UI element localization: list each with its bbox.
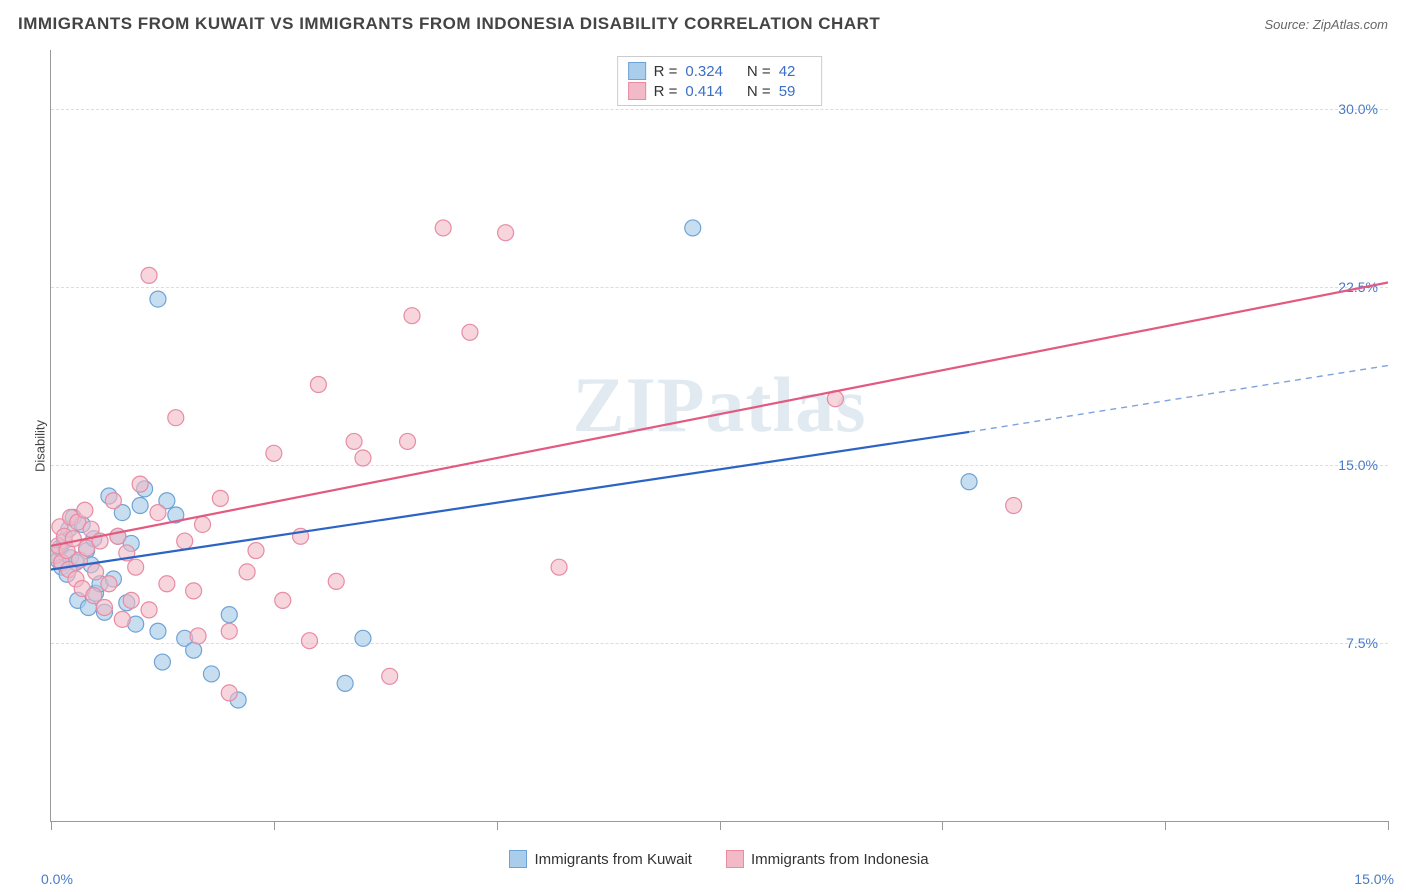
x-tick-label: 15.0% bbox=[1354, 871, 1394, 887]
data-point-indonesia bbox=[190, 628, 206, 644]
correlation-legend: R = 0.324 N = 42 R = 0.414 N = 59 bbox=[617, 56, 823, 106]
r-value-indonesia: 0.414 bbox=[685, 83, 723, 100]
data-point-kuwait bbox=[203, 666, 219, 682]
data-point-indonesia bbox=[186, 583, 202, 599]
data-point-indonesia bbox=[404, 308, 420, 324]
data-point-indonesia bbox=[212, 490, 228, 506]
chart-plot-area: ZIPatlas R = 0.324 N = 42 R = 0.414 N = … bbox=[50, 50, 1388, 822]
scatter-svg bbox=[51, 50, 1388, 821]
data-point-indonesia bbox=[301, 633, 317, 649]
data-point-indonesia bbox=[328, 573, 344, 589]
data-point-indonesia bbox=[221, 623, 237, 639]
data-point-indonesia bbox=[77, 502, 93, 518]
data-point-indonesia bbox=[195, 516, 211, 532]
n-value-indonesia: 59 bbox=[779, 83, 796, 100]
legend-item-indonesia: Immigrants from Indonesia bbox=[726, 850, 929, 868]
r-label: R = bbox=[654, 83, 678, 100]
legend-row-kuwait: R = 0.324 N = 42 bbox=[628, 61, 812, 81]
data-point-indonesia bbox=[65, 531, 81, 547]
chart-header: IMMIGRANTS FROM KUWAIT VS IMMIGRANTS FRO… bbox=[0, 0, 1406, 42]
series-legend: Immigrants from Kuwait Immigrants from I… bbox=[50, 850, 1388, 868]
x-tick-label: 0.0% bbox=[41, 871, 73, 887]
data-point-kuwait bbox=[685, 220, 701, 236]
source-attribution: Source: ZipAtlas.com bbox=[1264, 17, 1388, 32]
r-value-kuwait: 0.324 bbox=[685, 63, 723, 80]
x-tick bbox=[497, 821, 498, 830]
data-point-kuwait bbox=[154, 654, 170, 670]
data-point-kuwait bbox=[221, 607, 237, 623]
data-point-indonesia bbox=[150, 505, 166, 521]
x-tick bbox=[51, 821, 52, 830]
x-tick bbox=[942, 821, 943, 830]
data-point-indonesia bbox=[114, 611, 130, 627]
data-point-indonesia bbox=[239, 564, 255, 580]
r-label: R = bbox=[654, 63, 678, 80]
legend-item-kuwait: Immigrants from Kuwait bbox=[509, 850, 692, 868]
data-point-indonesia bbox=[248, 543, 264, 559]
data-point-indonesia bbox=[346, 433, 362, 449]
data-point-indonesia bbox=[105, 493, 121, 509]
data-point-indonesia bbox=[382, 668, 398, 684]
legend-row-indonesia: R = 0.414 N = 59 bbox=[628, 81, 812, 101]
legend-label-kuwait: Immigrants from Kuwait bbox=[534, 851, 692, 868]
data-point-kuwait bbox=[355, 630, 371, 646]
x-tick bbox=[1165, 821, 1166, 830]
n-label: N = bbox=[747, 63, 771, 80]
data-point-indonesia bbox=[551, 559, 567, 575]
data-point-indonesia bbox=[159, 576, 175, 592]
data-point-indonesia bbox=[141, 267, 157, 283]
data-point-kuwait bbox=[186, 642, 202, 658]
data-point-kuwait bbox=[337, 675, 353, 691]
data-point-indonesia bbox=[310, 376, 326, 392]
data-point-indonesia bbox=[177, 533, 193, 549]
data-point-indonesia bbox=[435, 220, 451, 236]
swatch-kuwait bbox=[509, 850, 527, 868]
regression-line-extrapolated-kuwait bbox=[969, 366, 1388, 432]
swatch-kuwait bbox=[628, 62, 646, 80]
data-point-indonesia bbox=[221, 685, 237, 701]
x-tick bbox=[274, 821, 275, 830]
swatch-indonesia bbox=[628, 82, 646, 100]
data-point-indonesia bbox=[462, 324, 478, 340]
data-point-indonesia bbox=[96, 599, 112, 615]
data-point-kuwait bbox=[132, 497, 148, 513]
n-label: N = bbox=[747, 83, 771, 100]
data-point-indonesia bbox=[141, 602, 157, 618]
data-point-indonesia bbox=[132, 476, 148, 492]
data-point-indonesia bbox=[355, 450, 371, 466]
data-point-indonesia bbox=[88, 564, 104, 580]
regression-line-indonesia bbox=[51, 282, 1388, 545]
data-point-indonesia bbox=[168, 410, 184, 426]
data-point-indonesia bbox=[123, 592, 139, 608]
x-tick bbox=[1388, 821, 1389, 830]
swatch-indonesia bbox=[726, 850, 744, 868]
data-point-indonesia bbox=[266, 445, 282, 461]
data-point-kuwait bbox=[961, 474, 977, 490]
x-tick bbox=[720, 821, 721, 830]
n-value-kuwait: 42 bbox=[779, 63, 796, 80]
data-point-indonesia bbox=[498, 225, 514, 241]
data-point-indonesia bbox=[275, 592, 291, 608]
legend-label-indonesia: Immigrants from Indonesia bbox=[751, 851, 929, 868]
y-axis-label: Disability bbox=[33, 420, 48, 472]
data-point-indonesia bbox=[400, 433, 416, 449]
data-point-indonesia bbox=[128, 559, 144, 575]
data-point-kuwait bbox=[150, 623, 166, 639]
data-point-indonesia bbox=[101, 576, 117, 592]
data-point-indonesia bbox=[1006, 497, 1022, 513]
data-point-kuwait bbox=[150, 291, 166, 307]
chart-title: IMMIGRANTS FROM KUWAIT VS IMMIGRANTS FRO… bbox=[18, 14, 880, 34]
regression-line-kuwait bbox=[51, 432, 969, 570]
